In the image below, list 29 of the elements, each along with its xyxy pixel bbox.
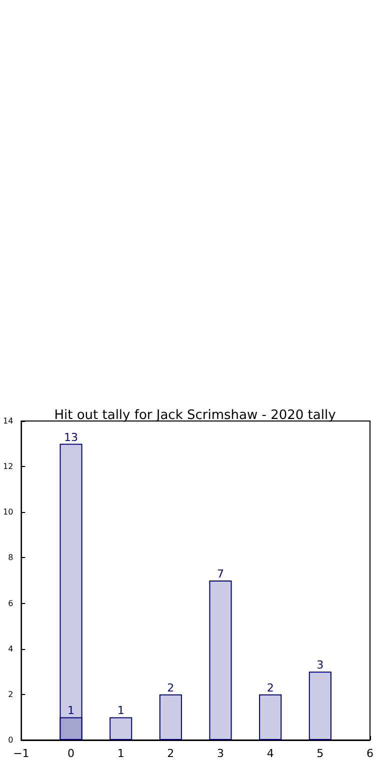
x-tick-label: −1 (13, 747, 30, 760)
bar (159, 694, 182, 740)
y-tick-label: 10 (2, 508, 14, 517)
y-tick-label: 6 (8, 598, 14, 608)
x-tick-label: 6 (366, 747, 374, 760)
x-tick-label: 5 (316, 747, 324, 760)
data-label: 1 (117, 704, 124, 718)
data-label: 2 (266, 681, 274, 694)
data-label: 13 (64, 430, 78, 444)
x-tick-label: 3 (217, 747, 224, 760)
y-tick-label: 8 (8, 553, 14, 562)
data-label: 3 (316, 658, 324, 672)
y-tick-label: 2 (8, 690, 14, 699)
y-tick-label: 4 (8, 644, 14, 654)
chart-title: Hit out tally for Jack Scrimshaw - 2020 tally (54, 408, 336, 423)
x-tick-label: 4 (266, 747, 274, 760)
y-tick-label: 12 (2, 462, 14, 472)
bar (308, 672, 332, 740)
x-tick-label: 1 (117, 747, 124, 760)
data-label: 7 (217, 568, 224, 580)
data-label: 2 (167, 681, 174, 694)
x-tick-label: 2 (167, 747, 174, 760)
bar (209, 580, 232, 740)
bar (259, 694, 282, 740)
x-tick-label: 0 (68, 747, 75, 760)
bar (110, 717, 132, 740)
y-tick-label: 0 (8, 736, 14, 744)
data-label: 1 (68, 704, 75, 718)
y-tick-label: 14 (2, 416, 14, 426)
